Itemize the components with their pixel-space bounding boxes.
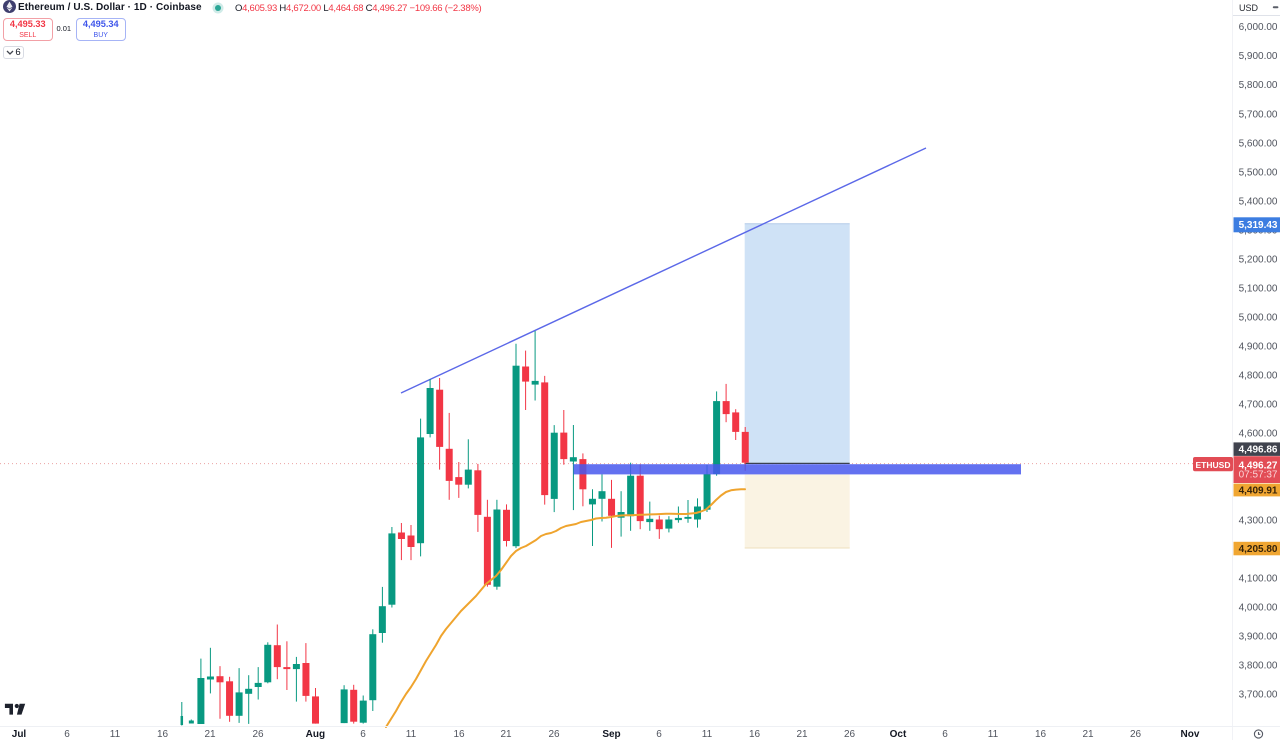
svg-text:5,700.00: 5,700.00 (1239, 109, 1278, 120)
svg-text:6: 6 (360, 729, 366, 740)
svg-text:5,600.00: 5,600.00 (1239, 138, 1278, 149)
svg-text:5,800.00: 5,800.00 (1239, 80, 1278, 91)
svg-text:3,800.00: 3,800.00 (1239, 661, 1278, 672)
svg-text:21: 21 (1082, 729, 1094, 740)
svg-text:Aug: Aug (306, 729, 325, 740)
svg-text:4,000.00: 4,000.00 (1239, 603, 1278, 614)
svg-text:21: 21 (796, 729, 808, 740)
svg-text:4,900.00: 4,900.00 (1239, 341, 1278, 352)
svg-text:4,409.91: 4,409.91 (1239, 485, 1278, 496)
svg-text:11: 11 (110, 729, 121, 740)
svg-text:4,700.00: 4,700.00 (1239, 399, 1278, 410)
svg-text:5,319.43: 5,319.43 (1239, 220, 1278, 231)
svg-text:5,000.00: 5,000.00 (1239, 312, 1278, 323)
svg-text:16: 16 (1035, 729, 1047, 740)
svg-text:16: 16 (453, 729, 465, 740)
svg-text:16: 16 (749, 729, 761, 740)
svg-text:Jul: Jul (12, 729, 27, 740)
svg-text:4,800.00: 4,800.00 (1239, 370, 1278, 381)
svg-text:6: 6 (64, 729, 70, 740)
svg-text:4,100.00: 4,100.00 (1239, 574, 1278, 585)
svg-text:11: 11 (406, 729, 417, 740)
svg-text:4,496.27: 4,496.27 (1239, 461, 1278, 472)
svg-text:11: 11 (988, 729, 999, 740)
svg-text:3,700.00: 3,700.00 (1239, 690, 1278, 701)
svg-text:Oct: Oct (890, 729, 907, 740)
svg-text:6,000.00: 6,000.00 (1239, 22, 1278, 33)
svg-text:07:57:37: 07:57:37 (1239, 470, 1278, 481)
svg-text:6: 6 (656, 729, 662, 740)
svg-text:4,600.00: 4,600.00 (1239, 428, 1278, 439)
svg-text:Nov: Nov (1181, 729, 1200, 740)
svg-text:5,400.00: 5,400.00 (1239, 196, 1278, 207)
svg-text:Sep: Sep (602, 729, 620, 740)
svg-text:5,900.00: 5,900.00 (1239, 51, 1278, 62)
svg-text:4,496.86: 4,496.86 (1239, 445, 1278, 456)
svg-text:26: 26 (844, 729, 856, 740)
svg-text:5,200.00: 5,200.00 (1239, 254, 1278, 265)
svg-text:26: 26 (1130, 729, 1142, 740)
svg-text:26: 26 (252, 729, 264, 740)
svg-text:3,900.00: 3,900.00 (1239, 632, 1278, 643)
svg-text:5,500.00: 5,500.00 (1239, 167, 1278, 178)
svg-text:4,300.00: 4,300.00 (1239, 516, 1278, 527)
svg-text:6: 6 (942, 729, 948, 740)
svg-text:21: 21 (500, 729, 512, 740)
svg-text:11: 11 (702, 729, 713, 740)
svg-text:ETHUSD: ETHUSD (1196, 460, 1231, 470)
svg-text:16: 16 (157, 729, 169, 740)
svg-text:26: 26 (548, 729, 560, 740)
svg-text:5,100.00: 5,100.00 (1239, 283, 1278, 294)
svg-text:USD: USD (1239, 3, 1259, 13)
svg-text:21: 21 (204, 729, 216, 740)
svg-text:4,205.80: 4,205.80 (1239, 544, 1278, 555)
